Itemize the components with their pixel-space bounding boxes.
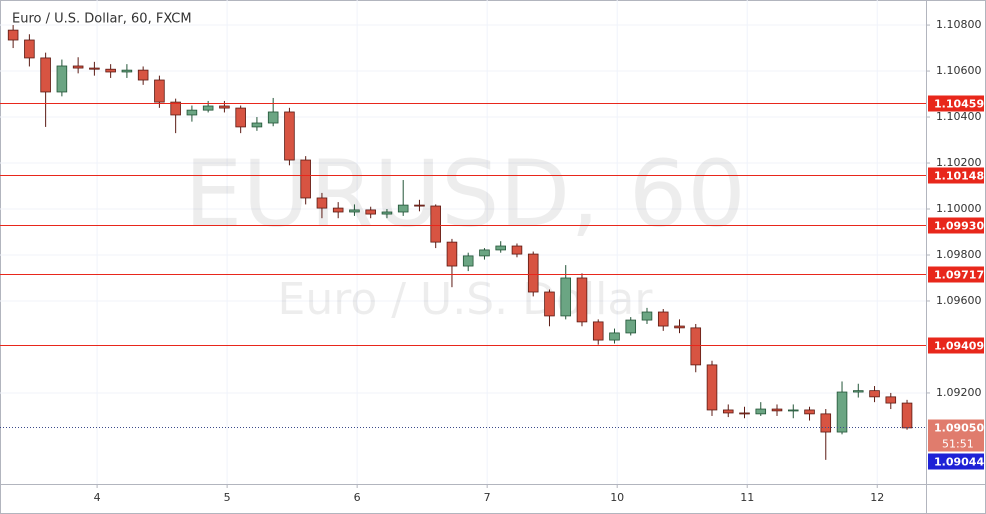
candle-body (771, 408, 783, 412)
y-tick-label: 1.10200 (936, 156, 982, 169)
candle-body (544, 291, 555, 317)
candle-body (414, 204, 425, 207)
candle-body (706, 364, 718, 411)
candle-body (446, 241, 458, 267)
candle-body (576, 277, 588, 323)
level-label: 1.10148 (934, 170, 984, 183)
candle-body (89, 67, 100, 70)
y-tick-label: 1.10400 (936, 110, 982, 123)
x-tick-label: 12 (870, 491, 884, 504)
candle-body (674, 325, 685, 329)
countdown: 51:51 (942, 438, 974, 451)
candle-body (105, 68, 116, 73)
candle-body (804, 409, 815, 415)
watermark: EURUSD, 60 (184, 140, 746, 247)
candle-body (349, 209, 360, 213)
level-label-box (928, 95, 984, 112)
y-tick-label: 1.09600 (936, 294, 982, 307)
y-tick-label: 1.10600 (936, 64, 982, 77)
candle-body (170, 101, 181, 116)
candle-body (836, 391, 848, 433)
x-tick-label: 5 (224, 491, 231, 504)
candle-body (7, 29, 19, 41)
candle-body (495, 245, 506, 251)
candle-body (186, 109, 198, 116)
y-tick-label: 1.10800 (936, 18, 982, 31)
y-tick-label: 1.09800 (936, 248, 982, 261)
candle-body (690, 327, 702, 366)
candle-body (511, 245, 523, 255)
chart-title: Euro / U.S. Dollar, 60, FXCM (12, 12, 192, 27)
y-tick-label: 1.09200 (936, 386, 982, 399)
candle-body (592, 321, 604, 341)
candle-body (820, 413, 832, 433)
candle-body (56, 65, 68, 93)
candle-body (609, 332, 620, 341)
candle-body (739, 412, 750, 415)
ask-price-label: 1.09044 (934, 456, 984, 469)
candle-body (40, 57, 51, 93)
candle-body (137, 69, 149, 81)
candle-body (202, 105, 214, 111)
candle-body (316, 197, 328, 209)
candle-body (462, 255, 474, 267)
x-tick-label: 6 (354, 491, 361, 504)
level-label: 1.09409 (934, 340, 984, 353)
level-label-box (928, 217, 984, 234)
candle-body (430, 205, 441, 243)
candle-body (755, 408, 767, 415)
y-tick-label: 1.10000 (936, 202, 982, 215)
candle-body (397, 204, 409, 213)
grid (0, 0, 926, 484)
last-price-box (928, 419, 984, 436)
candle-body (479, 249, 490, 257)
candle-body (267, 111, 279, 124)
candle-body (625, 319, 637, 334)
candle-body (235, 107, 246, 128)
candle-body (885, 396, 897, 404)
candle-body (527, 253, 539, 293)
x-tick-label: 10 (610, 491, 624, 504)
candle-body (381, 211, 393, 215)
candle-body (284, 111, 295, 161)
marks (0, 25, 926, 460)
level-label-box (928, 337, 984, 354)
watermark-subtitle: Euro / U.S. Dollar (278, 274, 654, 325)
level-label: 1.09717 (934, 269, 984, 282)
level-label: 1.09930 (934, 220, 984, 233)
candle-body (560, 277, 572, 317)
candle-body (121, 69, 133, 73)
x-tick-label: 11 (740, 491, 754, 504)
candle-body (24, 39, 35, 59)
candle-body (722, 409, 734, 414)
candle-body (365, 209, 376, 215)
ask-price-box (928, 453, 984, 470)
candle-body (72, 65, 84, 69)
candle-body (251, 122, 263, 128)
candle-body (641, 311, 653, 321)
candle-body (901, 402, 913, 429)
candle-body (869, 390, 880, 398)
last-price-label: 1.09050 (934, 422, 984, 435)
x-tick-label: 7 (484, 491, 491, 504)
countdown-box (928, 435, 984, 452)
candle-body (154, 79, 165, 103)
candle-body (787, 409, 799, 412)
candle-body (332, 207, 344, 213)
candle-body (219, 105, 230, 109)
candle-body (853, 390, 864, 393)
candle-body (657, 311, 669, 327)
candle-body (300, 159, 311, 199)
level-label: 1.10459 (934, 98, 984, 111)
level-label-box (928, 167, 984, 184)
axis: 1.10800 1.10600 1.10400 1.10200 1.10000 1.098… (94, 18, 985, 504)
level-label-box (928, 266, 984, 283)
x-tick-label: 4 (94, 491, 101, 504)
